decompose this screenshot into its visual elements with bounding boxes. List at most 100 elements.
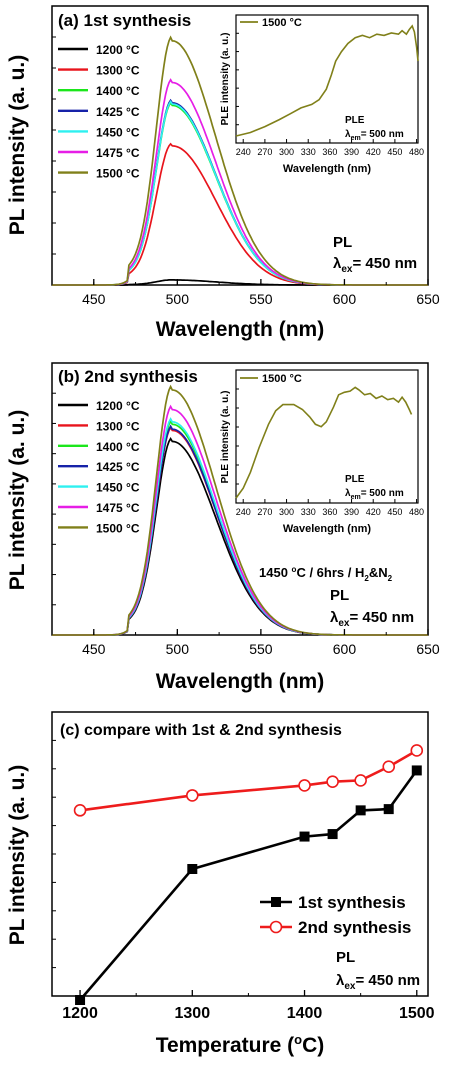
panel-a-inset-ylabel: PLE intensity (a. u.): [220, 33, 231, 126]
panel-b: 450 500 550 600 650 (b) 2nd synthesis 1200 °…: [6, 362, 440, 693]
inset-x-tick-label-3: 330: [301, 507, 316, 517]
inset-x-tick-label-6: 420: [366, 507, 381, 517]
panel-b-frame: [51, 362, 429, 636]
inset-x-tick-label-2: 300: [279, 507, 294, 517]
inset-x-tick-label-5: 390: [344, 507, 359, 517]
legend-label-1: 2nd synthesis: [298, 918, 411, 937]
point-0-1: [187, 864, 198, 874]
point-0-6: [411, 765, 422, 776]
point-0-2: [299, 831, 310, 842]
legend-label-4: 1450 °C: [96, 481, 140, 495]
point-0-5: [383, 804, 394, 815]
x-tick-label-1: 500: [166, 641, 190, 657]
point-1-6: [410, 744, 424, 757]
panel-c-annotation-line1: PL: [336, 949, 355, 966]
legend-label-3: 1425 °C: [96, 460, 140, 474]
panel-a-legend: 1200 °C 1300 °C 1400 °C 1425 °C 1450 °C 1475 …: [58, 43, 140, 181]
legend-label-6: 1500 °C: [96, 167, 140, 181]
point-0-0: [75, 995, 86, 1005]
panel-c: 1200 1300 1400 1500 (c) compare with 1st & …: [6, 711, 435, 1057]
legend-label-2: 1400 °C: [96, 84, 140, 98]
panel-b-annotation-line1: PL: [330, 587, 349, 604]
x-tick-label-3: 600: [333, 291, 357, 307]
inset-x-tick-label-0: 240: [236, 147, 251, 157]
panel-a-title: (a) 1st synthesis: [58, 11, 191, 30]
point-1-1: [185, 789, 199, 802]
panel-c-x-ticks: 1200 1300 1400 1500: [62, 990, 435, 1022]
panel-a-ylabel: PL intensity (a. u.): [6, 55, 29, 235]
panel-b-annotation-line2: λex= 450 nm: [330, 609, 414, 629]
legend-label-3: 1425 °C: [96, 105, 140, 119]
inset-x-tick-label-7: 450: [387, 147, 402, 157]
inset-x-tick-label-4: 360: [322, 507, 337, 517]
panel-b-curves: [52, 384, 428, 636]
panel-b-inset-xlabel: Wavelength (nm): [283, 523, 372, 535]
inset-x-tick-label-7: 450: [387, 507, 402, 517]
panel-a-inset-annotation-line2: λem= 500 nm: [345, 129, 404, 142]
panel-c-title: (c) compare with 1st & 2nd synthesis: [60, 722, 342, 739]
inset-x-tick-label-4: 360: [322, 147, 337, 157]
panel-a-inset: 240 270 300 330 360 390 420 450 480 1500 °C PLE …: [220, 14, 424, 175]
x-tick-label-3: 1500: [399, 1005, 435, 1022]
panel-b-ylabel: PL intensity (a. u.): [6, 410, 29, 590]
inset-x-tick-label-8: 480: [409, 147, 424, 157]
panel-c-legend: 1st synthesis 2nd synthesis: [260, 893, 411, 937]
point-1-3: [326, 775, 339, 788]
legend-label-2: 1400 °C: [96, 440, 140, 454]
panel-a-xlabel: Wavelength (nm): [156, 318, 324, 341]
x-tick-label-1: 500: [166, 291, 190, 307]
panel-b-xlabel: Wavelength (nm): [156, 670, 324, 693]
panel-b-inset-annotation-line1: PLE: [345, 474, 365, 485]
panel-b-inset-x-ticks: 240 270 300 330 360 390 420 450 480: [236, 388, 424, 517]
inset-x-tick-label-8: 480: [409, 507, 424, 517]
legend-label-5: 1475 °C: [96, 146, 140, 160]
legend-label-0: 1200 °C: [96, 399, 140, 413]
panel-c-annotation-line2: λex= 450 nm: [336, 972, 420, 992]
legend-label-5: 1475 °C: [96, 501, 140, 515]
legend-marker-0: [271, 897, 281, 907]
x-tick-label-2: 1400: [287, 1005, 323, 1022]
panel-a-frame: [51, 5, 429, 286]
panel-a-curves: [52, 35, 428, 286]
series-line-6: [52, 384, 428, 636]
x-tick-label-4: 650: [416, 291, 440, 307]
panel-b-inset-frame: [235, 369, 419, 504]
x-tick-label-2: 550: [249, 291, 273, 307]
x-tick-label-0: 450: [82, 641, 106, 657]
panel-a-inset-frame: [235, 14, 419, 144]
legend-label-1: 1300 °C: [96, 64, 140, 78]
panel-a-inset-annotation-line1: PLE: [345, 115, 365, 126]
point-0-3: [327, 829, 338, 840]
panel-a-x-ticks: 450 500 550 600 650: [51, 36, 440, 307]
panel-a-inset-curve: [235, 24, 419, 137]
x-tick-label-1: 1300: [175, 1005, 211, 1022]
panel-b-inset: 240 270 300 330 360 390 420 450 480 1500 °C PLE …: [220, 369, 424, 535]
panel-b-x-ticks: 450 500 550 600 650: [51, 392, 440, 657]
x-tick-label-0: 1200: [62, 1005, 98, 1022]
panel-b-inset-annotation-line2: λem= 500 nm: [345, 488, 404, 501]
point-0-4: [355, 805, 366, 816]
inset-x-tick-label-5: 390: [344, 147, 359, 157]
x-tick-label-0: 450: [82, 291, 106, 307]
panel-b-inset-ylabel: PLE intensity (a. u.): [220, 391, 231, 484]
legend-label-0: 1200 °C: [96, 43, 140, 57]
x-tick-label-4: 650: [416, 641, 440, 657]
point-1-0: [73, 804, 87, 817]
panel-b-inset-curve: [235, 386, 413, 499]
inset-x-tick-label-0: 240: [236, 507, 251, 517]
legend-label-4: 1450 °C: [96, 125, 140, 139]
series-line-6: [52, 35, 428, 286]
inset-x-tick-label-1: 270: [257, 147, 272, 157]
legend-label-6: 1500 °C: [96, 521, 140, 535]
point-1-2: [298, 779, 311, 792]
panel-a-inset-xlabel: Wavelength (nm): [283, 163, 372, 175]
panel-b-inset-legend-label: 1500 °C: [262, 373, 302, 385]
panel-c-y-ticks: [52, 739, 56, 969]
panel-b-title: (b) 2nd synthesis: [58, 367, 198, 386]
panel-c-xlabel: Temperature (oC): [156, 1032, 325, 1057]
panel-b-condition: 1450 oC / 6hrs / H2&N2: [259, 565, 393, 583]
panel-a-inset-x-ticks: 240 270 300 330 360 390 420 450 480: [236, 32, 424, 157]
point-1-5: [382, 760, 396, 773]
panel-a-annotation-line1: PL: [333, 234, 352, 251]
